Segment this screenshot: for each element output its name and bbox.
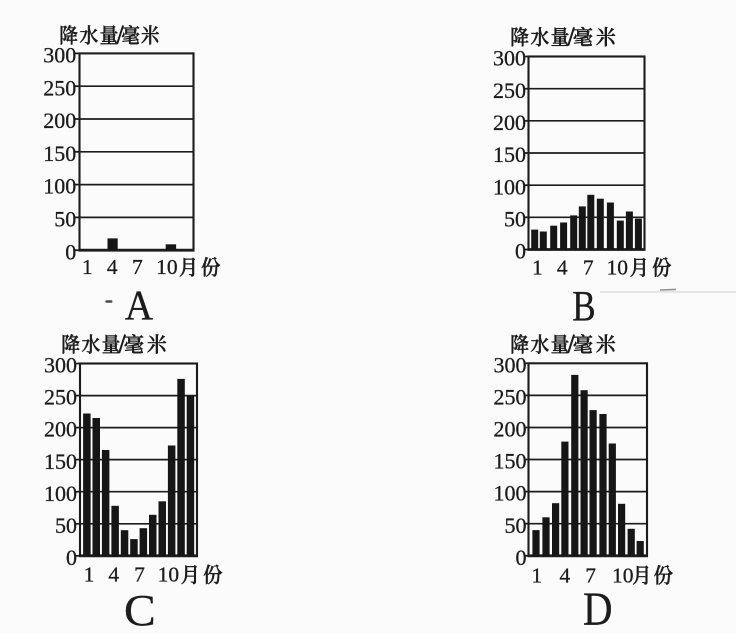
- svg-text:300: 300: [44, 353, 77, 378]
- svg-text:7: 7: [132, 255, 143, 279]
- svg-text:150: 150: [493, 142, 526, 167]
- svg-text:10: 10: [612, 563, 634, 587]
- svg-text:250: 250: [494, 385, 527, 410]
- svg-text:150: 150: [44, 449, 77, 474]
- svg-text:250: 250: [44, 385, 77, 410]
- svg-text:250: 250: [493, 78, 526, 103]
- svg-text:200: 200: [43, 108, 76, 133]
- svg-text:100: 100: [493, 174, 526, 199]
- svg-text:7: 7: [134, 563, 145, 587]
- svg-text:100: 100: [43, 174, 76, 199]
- svg-text:100: 100: [44, 481, 77, 506]
- svg-text:4: 4: [557, 255, 568, 279]
- svg-text:150: 150: [494, 449, 527, 474]
- svg-text:300: 300: [494, 352, 527, 377]
- svg-text:0: 0: [515, 239, 526, 264]
- svg-text:C: C: [124, 586, 156, 633]
- svg-text:1: 1: [84, 563, 95, 587]
- svg-text:4: 4: [560, 563, 571, 587]
- svg-text:200: 200: [44, 417, 77, 442]
- svg-text:0: 0: [516, 545, 527, 570]
- svg-text:100: 100: [494, 481, 527, 506]
- svg-text:A: A: [125, 282, 153, 329]
- svg-text:200: 200: [494, 417, 527, 442]
- svg-text:10: 10: [156, 255, 178, 279]
- svg-text:50: 50: [54, 207, 76, 232]
- svg-text:7: 7: [585, 563, 596, 587]
- svg-text:D: D: [583, 583, 612, 633]
- svg-text:250: 250: [43, 75, 76, 100]
- svg-text:1: 1: [82, 255, 93, 279]
- svg-text:300: 300: [493, 46, 526, 71]
- svg-text:1: 1: [531, 563, 542, 587]
- svg-text:0: 0: [65, 239, 76, 264]
- svg-text:1: 1: [532, 255, 543, 279]
- svg-text:4: 4: [107, 255, 118, 279]
- svg-text:50: 50: [505, 513, 527, 538]
- svg-text:4: 4: [108, 563, 119, 587]
- svg-text:50: 50: [55, 513, 77, 538]
- svg-text:B: B: [572, 282, 595, 331]
- svg-text:10: 10: [606, 255, 628, 279]
- svg-text:10: 10: [158, 563, 180, 587]
- svg-text:300: 300: [43, 43, 76, 68]
- svg-text:50: 50: [504, 206, 526, 231]
- svg-text:0: 0: [66, 545, 77, 570]
- svg-text:200: 200: [493, 110, 526, 135]
- svg-text:150: 150: [43, 141, 76, 166]
- svg-text:7: 7: [583, 255, 594, 279]
